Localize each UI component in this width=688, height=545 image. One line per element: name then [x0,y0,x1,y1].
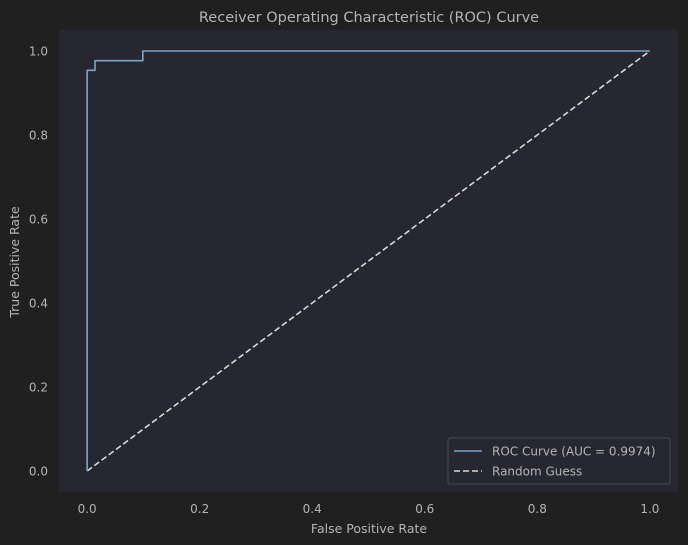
legend-label: Random Guess [492,465,582,479]
x-tick-label: 1.0 [640,502,659,516]
x-axis-ticks: 0.0 0.2 0.4 0.6 0.8 1.0 [78,502,660,516]
y-tick-label: 1.0 [29,45,48,59]
x-axis-label: False Positive Rate [311,521,427,536]
chart-title: Receiver Operating Characteristic (ROC) … [199,10,539,26]
x-tick-label: 0.4 [303,502,322,516]
y-tick-label: 0.4 [29,297,48,311]
legend: ROC Curve (AUC = 0.9974) Random Guess [447,437,671,485]
y-tick-label: 0.8 [29,129,48,143]
x-tick-label: 0.6 [415,502,434,516]
y-tick-label: 0.6 [29,213,48,227]
series-layer [86,50,651,472]
x-tick-label: 0.8 [528,502,547,516]
y-axis-label: True Positive Rate [7,206,22,319]
random-guess-line [86,50,651,472]
x-tick-label: 0.2 [190,502,209,516]
x-tick-label: 0.0 [78,502,97,516]
roc-curve-line [86,50,650,471]
y-axis-ticks: 0.0 0.2 0.4 0.6 0.8 1.0 [29,45,48,479]
y-tick-label: 0.0 [29,465,48,479]
legend-frame [447,437,671,485]
legend-label: ROC Curve (AUC = 0.9974) [492,445,656,459]
y-tick-label: 0.2 [29,381,48,395]
